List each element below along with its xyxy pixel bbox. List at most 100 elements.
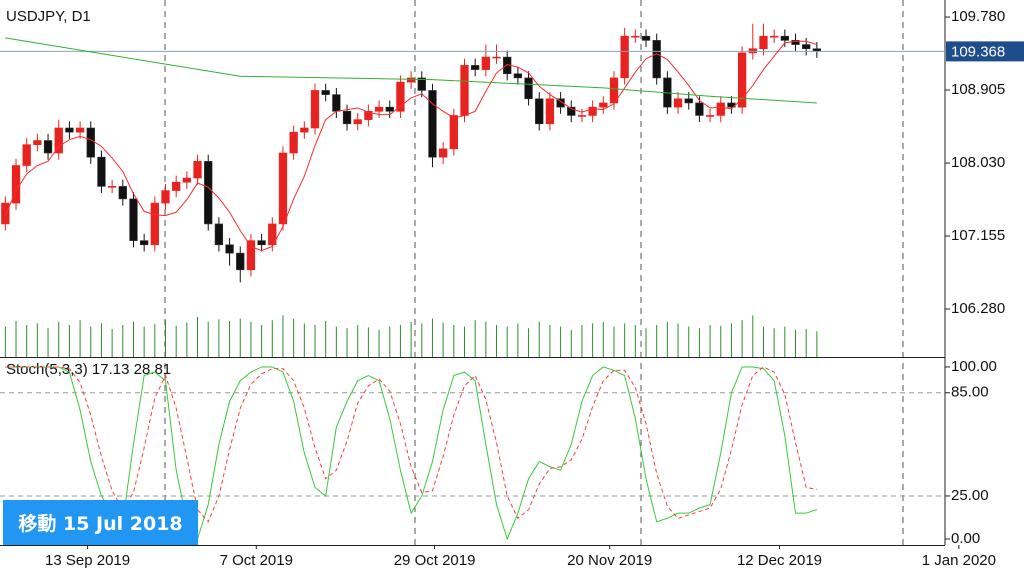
candle-body bbox=[396, 81, 405, 112]
candle-body bbox=[748, 48, 757, 54]
candle-body bbox=[417, 77, 426, 91]
candle-body bbox=[374, 106, 384, 112]
candle-body bbox=[140, 240, 149, 246]
candle-body bbox=[65, 127, 74, 133]
candle-body bbox=[588, 106, 597, 116]
y-tick-label: 108.905 bbox=[951, 81, 1005, 98]
candle-body bbox=[75, 127, 85, 133]
candles bbox=[1, 23, 822, 283]
candle-body bbox=[599, 102, 608, 108]
x-tick-label: 13 Sep 2019 bbox=[45, 552, 130, 569]
candle-body bbox=[406, 77, 416, 83]
candle-body bbox=[385, 106, 394, 112]
last-price-label: 109.368 bbox=[951, 43, 1005, 60]
candle-body bbox=[641, 35, 651, 41]
y-tick-label: 100.00 bbox=[951, 358, 997, 375]
candle-body bbox=[310, 90, 320, 129]
y-tick-label: 25.00 bbox=[951, 487, 989, 504]
period-separators bbox=[164, 0, 904, 545]
candle-body bbox=[802, 44, 811, 50]
candle-body bbox=[492, 56, 501, 59]
candle-body bbox=[193, 161, 202, 179]
candle-body bbox=[289, 131, 298, 154]
moving-average bbox=[4, 40, 818, 252]
candle-body bbox=[524, 77, 533, 100]
x-tick-label: 20 Nov 2019 bbox=[567, 552, 652, 569]
x-tick-label: 29 Oct 2019 bbox=[394, 552, 476, 569]
candle-body bbox=[161, 190, 170, 204]
candle-body bbox=[652, 40, 661, 79]
candle-body bbox=[86, 127, 95, 158]
candle-body bbox=[1, 202, 10, 225]
indicator-value: 17.13 bbox=[92, 361, 130, 378]
candle-body bbox=[716, 102, 725, 116]
scroll-button[interactable]: 移動 15 Jul 2018 bbox=[3, 500, 198, 545]
candle-body bbox=[780, 35, 789, 41]
x-tick-label: 12 Dec 2019 bbox=[737, 552, 822, 569]
candle-body bbox=[54, 127, 63, 154]
moving-average bbox=[5, 37, 817, 104]
candle-body bbox=[705, 115, 715, 117]
candle-body bbox=[759, 35, 768, 50]
stoch-line bbox=[5, 366, 818, 541]
candle-body bbox=[257, 240, 266, 246]
candle-body bbox=[332, 94, 341, 112]
candle-body bbox=[342, 110, 352, 125]
y-tick-label: 0.00 bbox=[951, 530, 980, 547]
candle-body bbox=[471, 65, 480, 70]
y-tick-label: 109.780 bbox=[951, 8, 1005, 25]
candle-body bbox=[631, 35, 640, 38]
candle-body bbox=[791, 40, 800, 45]
candle-body bbox=[225, 244, 234, 254]
candle-body bbox=[300, 127, 309, 133]
candle-body bbox=[438, 148, 448, 158]
candle-body bbox=[695, 102, 704, 116]
x-tick-label: 1 Jan 2020 bbox=[922, 552, 996, 569]
candle-body bbox=[172, 181, 181, 191]
candle-body bbox=[577, 115, 587, 117]
candle-body bbox=[43, 140, 53, 154]
candle-body bbox=[278, 152, 288, 225]
candle-body bbox=[97, 156, 106, 187]
candle-body bbox=[364, 110, 373, 120]
volumes bbox=[4, 315, 818, 357]
candle-body bbox=[182, 177, 192, 183]
candle-body bbox=[449, 115, 458, 150]
candle-body bbox=[428, 90, 437, 158]
candle-body bbox=[513, 73, 523, 79]
candle-body bbox=[321, 90, 330, 95]
candle-body bbox=[673, 98, 683, 108]
candle-body bbox=[118, 186, 127, 200]
y-tick-label: 108.030 bbox=[951, 154, 1005, 171]
y-tick-label: 106.280 bbox=[951, 300, 1005, 317]
last-price-box bbox=[946, 41, 1024, 62]
candle-body bbox=[556, 98, 565, 108]
candle-body bbox=[460, 65, 469, 116]
indicator-value: 28.81 bbox=[134, 361, 172, 378]
candle-body bbox=[33, 140, 42, 145]
candle-body bbox=[567, 106, 576, 116]
candle-body bbox=[204, 161, 213, 225]
candle-body bbox=[353, 119, 362, 125]
candle-body bbox=[737, 52, 747, 108]
candle-body bbox=[770, 35, 779, 38]
candle-body bbox=[129, 198, 138, 241]
candle-body bbox=[246, 240, 256, 271]
y-tick-label: 107.155 bbox=[951, 227, 1005, 244]
candle-body bbox=[535, 98, 544, 125]
candle-body bbox=[236, 252, 245, 271]
indicator-label: Stoch(5,3,3) 17.13 28.81 bbox=[6, 361, 171, 378]
candle-body bbox=[214, 223, 224, 246]
candle-body bbox=[812, 48, 822, 52]
candle-body bbox=[268, 223, 277, 246]
candle-body bbox=[22, 144, 31, 166]
indicator-name: Stoch(5,3,3) bbox=[6, 361, 88, 378]
candle-body bbox=[620, 35, 629, 79]
candle-body bbox=[684, 98, 693, 104]
candle-body bbox=[150, 202, 159, 246]
stoch-line bbox=[5, 366, 817, 523]
x-tick-label: 7 Oct 2019 bbox=[220, 552, 293, 569]
candle-body bbox=[107, 186, 117, 188]
